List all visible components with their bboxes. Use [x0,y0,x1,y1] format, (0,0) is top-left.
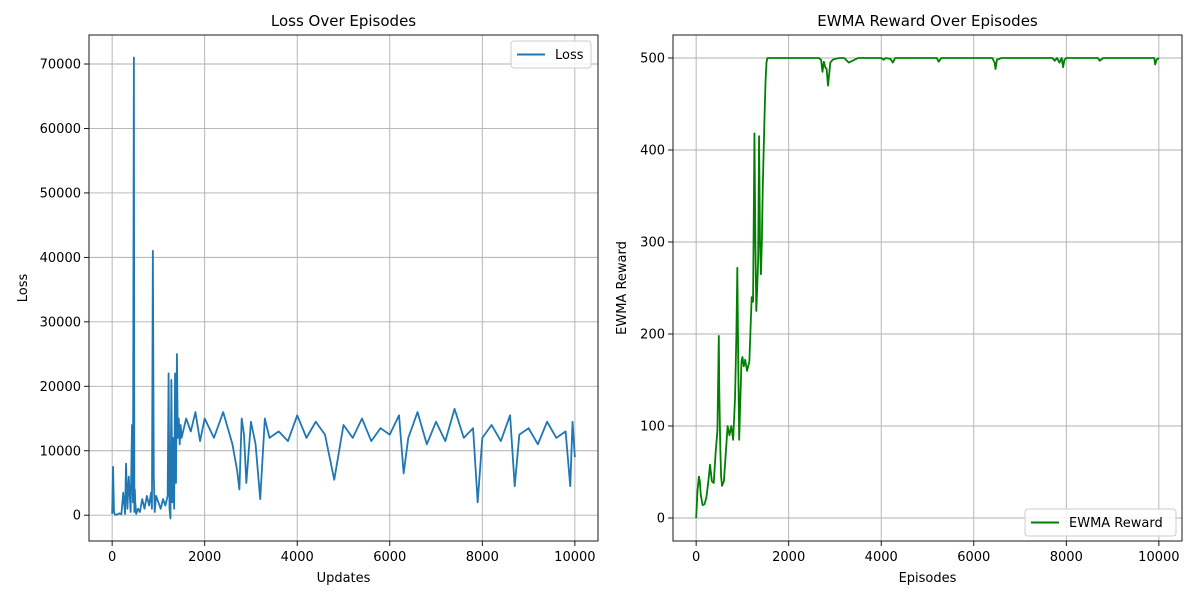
loss-chart-x-tick-label: 10000 [554,550,595,565]
loss-chart: Loss Over Episodes 0 2000 4000 6000 8000 1000… [16,12,599,586]
reward-chart-y-tick-label: 100 [640,420,665,435]
reward-chart-frame [672,34,1183,542]
loss-chart-y-tick-label: 60000 [40,122,81,137]
loss-chart-legend-box [510,40,592,69]
reward-chart-y-axis-label: EWMA Reward [615,241,630,335]
reward-chart-y-tick-label: 400 [640,144,665,159]
reward-chart-x-tick-label: 0 [692,550,700,565]
reward-chart-x-tick-label: 4000 [865,550,898,565]
loss-chart-y-tick-label: 50000 [40,186,81,201]
loss-chart-legend-label: Loss [555,48,584,63]
loss-chart-y-tick-label: 20000 [40,380,81,395]
reward-chart: EWMA Reward Over Episodes 0 2000 4000 6000 8… [615,12,1183,586]
reward-chart-x-tick-label: 6000 [957,550,990,565]
loss-chart-y-tick-label: 30000 [40,315,81,330]
loss-chart-y-tick-label: 70000 [40,58,81,73]
loss-chart-x-tick-label: 2000 [188,550,221,565]
reward-chart-x-tick-label: 2000 [772,550,805,565]
loss-chart-frame [88,34,599,542]
reward-chart-y-ticks: 0 100 200 300 400 500 [640,52,673,527]
reward-chart-legend-box [1024,508,1177,537]
reward-chart-x-tick-label: 8000 [1050,550,1083,565]
reward-chart-x-axis-label: Episodes [899,571,957,586]
reward-chart-series [695,57,1160,519]
loss-chart-title: Loss Over Episodes [271,12,416,30]
loss-chart-series-line [111,56,576,520]
loss-chart-y-ticks: 0 10000 20000 30000 40000 50000 60000 70000 [40,58,89,524]
reward-chart-y-tick-label: 200 [640,328,665,343]
reward-chart-series-line [695,57,1160,519]
loss-chart-x-axis-label: Updates [317,571,371,586]
loss-chart-grid [89,35,598,541]
loss-chart-y-tick-label: 40000 [40,251,81,266]
loss-chart-series [111,56,576,520]
loss-chart-y-axis-label: Loss [16,274,31,303]
reward-chart-legend-label: EWMA Reward [1069,516,1163,531]
loss-chart-x-tick-label: 6000 [373,550,406,565]
loss-chart-y-tick-label: 0 [73,509,81,524]
reward-chart-y-tick-label: 300 [640,236,665,251]
loss-chart-legend: Loss [510,40,592,69]
loss-chart-y-tick-label: 10000 [40,444,81,459]
reward-chart-y-tick-label: 0 [657,512,665,527]
reward-chart-x-tick-label: 10000 [1138,550,1179,565]
loss-chart-x-ticks: 0 2000 4000 6000 8000 10000 [108,541,596,565]
reward-chart-title: EWMA Reward Over Episodes [817,12,1038,30]
reward-chart-x-ticks: 0 2000 4000 6000 8000 10000 [692,541,1180,565]
reward-chart-y-tick-label: 500 [640,52,665,67]
loss-chart-x-tick-label: 4000 [281,550,314,565]
loss-chart-x-tick-label: 0 [108,550,116,565]
reward-chart-legend: EWMA Reward [1024,508,1177,537]
loss-chart-x-tick-label: 8000 [466,550,499,565]
